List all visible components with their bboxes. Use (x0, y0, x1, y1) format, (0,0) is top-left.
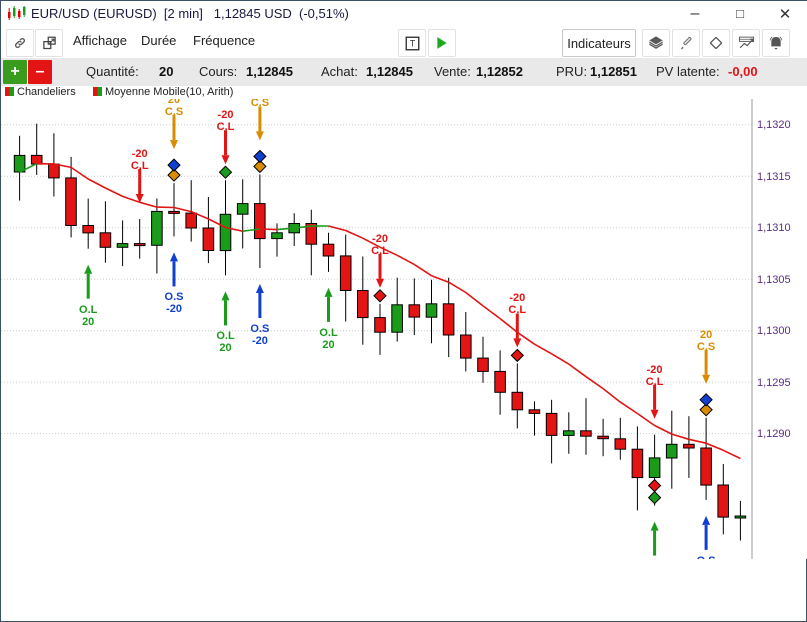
svg-text:T: T (409, 38, 415, 48)
svg-text:1,1295: 1,1295 (757, 377, 791, 389)
svg-text:1,1315: 1,1315 (757, 171, 791, 183)
svg-text:1,1320: 1,1320 (757, 119, 791, 131)
svg-text:1,1305: 1,1305 (757, 274, 791, 286)
svg-text:1,1310: 1,1310 (757, 222, 791, 234)
svg-text:1,1290: 1,1290 (757, 428, 791, 440)
svg-text:1,1300: 1,1300 (757, 325, 791, 337)
